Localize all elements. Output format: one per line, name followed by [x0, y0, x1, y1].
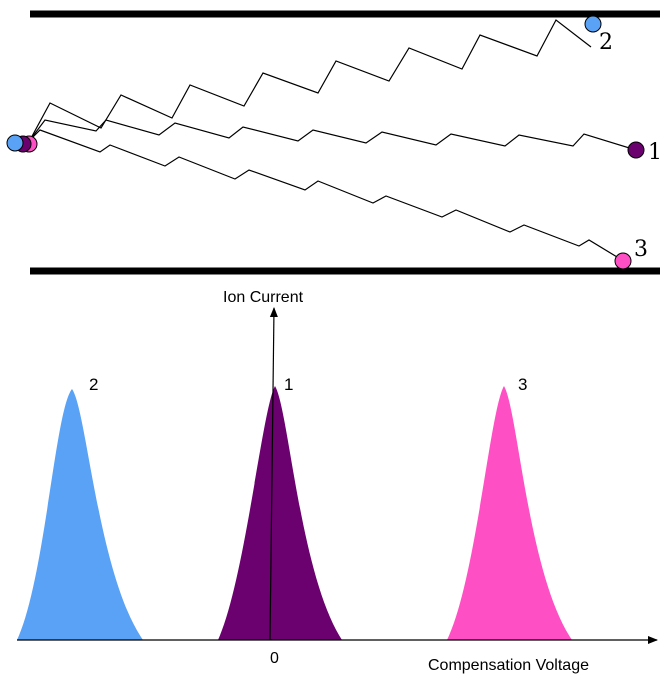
y-axis — [269, 307, 278, 641]
x-axis-label: Compensation Voltage — [428, 657, 589, 674]
ion-2-end — [584, 15, 602, 33]
peak-2 — [17, 389, 143, 640]
ion-1-end-label: 1 — [648, 140, 661, 165]
peak-2-label: 2 — [89, 375, 98, 394]
peak-1-label: 1 — [284, 375, 293, 394]
peak-3 — [447, 386, 572, 640]
ion-2-start — [6, 134, 24, 152]
peak-1 — [218, 386, 342, 640]
trajectory-ion-1 — [29, 119, 637, 151]
ion-2-end-label: 2 — [599, 30, 613, 55]
ion-3-end — [614, 252, 632, 270]
ion-1-end — [627, 141, 645, 159]
peak-3-label: 3 — [518, 375, 527, 394]
x-zero-label: 0 — [270, 650, 279, 667]
ion-3-end-label: 3 — [634, 237, 648, 262]
y-axis-label: Ion Current — [223, 289, 304, 306]
trajectory-ion-2 — [29, 19, 592, 141]
trajectory-ion-3 — [29, 129, 623, 261]
